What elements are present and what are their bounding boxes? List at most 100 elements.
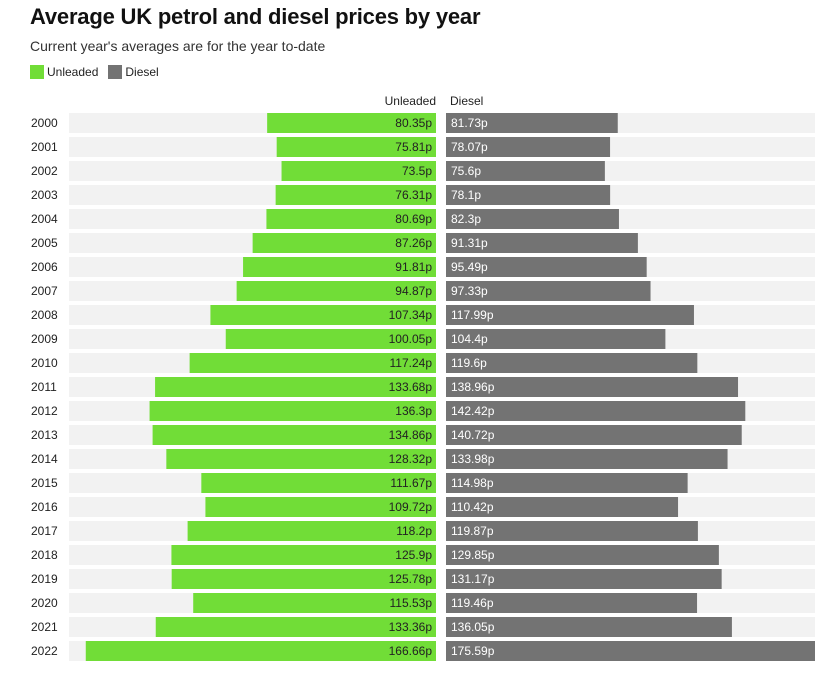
data-label-diesel: 104.4p	[451, 332, 488, 346]
year-label: 2008	[31, 308, 58, 322]
bar-diesel[interactable]	[446, 401, 746, 421]
year-label: 2011	[31, 380, 57, 394]
legend-item-diesel[interactable]: Diesel	[108, 65, 159, 79]
bar-diesel[interactable]	[446, 617, 732, 637]
year-label: 2017	[31, 524, 58, 538]
data-label-diesel: 136.05p	[451, 620, 495, 634]
year-label: 2022	[31, 644, 58, 658]
data-label-diesel: 175.59p	[451, 644, 495, 658]
bar-unleaded[interactable]	[205, 497, 436, 517]
data-label-unleaded: 134.86p	[389, 428, 433, 442]
bar-unleaded[interactable]	[266, 209, 436, 229]
bar-unleaded[interactable]	[225, 329, 436, 349]
bar-diesel[interactable]	[446, 497, 679, 517]
bar-diesel[interactable]	[446, 137, 611, 157]
bar-diesel[interactable]	[446, 209, 619, 229]
data-label-unleaded: 109.72p	[389, 500, 433, 514]
legend-item-unleaded[interactable]: Unleaded	[30, 65, 98, 79]
year-label: 2003	[31, 188, 58, 202]
bar-diesel[interactable]	[446, 545, 719, 565]
data-label-diesel: 131.17p	[451, 572, 495, 586]
bar-unleaded[interactable]	[171, 545, 437, 565]
data-label-unleaded: 76.31p	[395, 188, 432, 202]
year-label: 2007	[31, 284, 58, 298]
data-label-unleaded: 87.26p	[395, 236, 432, 250]
bar-diesel[interactable]	[446, 641, 815, 661]
bar-diesel[interactable]	[446, 185, 611, 205]
data-label-unleaded: 133.68p	[389, 380, 433, 394]
data-label-unleaded: 80.35p	[395, 116, 432, 130]
bar-diesel[interactable]	[446, 377, 739, 397]
bar-diesel[interactable]	[446, 305, 694, 325]
legend-label-diesel: Diesel	[125, 65, 159, 79]
data-label-diesel: 81.73p	[451, 116, 488, 130]
bar-unleaded[interactable]	[152, 425, 436, 445]
year-label: 2020	[31, 596, 58, 610]
bar-unleaded[interactable]	[149, 401, 437, 421]
bar-unleaded[interactable]	[210, 305, 436, 325]
bar-diesel[interactable]	[446, 449, 728, 469]
bar-unleaded[interactable]	[267, 113, 436, 133]
bar-unleaded[interactable]	[193, 593, 436, 613]
bar-diesel[interactable]	[446, 281, 651, 301]
bar-unleaded[interactable]	[187, 521, 436, 541]
year-label: 2013	[31, 428, 58, 442]
year-label: 2014	[31, 452, 58, 466]
year-label: 2004	[31, 212, 58, 226]
bar-unleaded[interactable]	[166, 449, 436, 469]
bar-unleaded[interactable]	[276, 137, 436, 157]
year-label: 2002	[31, 164, 58, 178]
data-label-diesel: 114.98p	[451, 476, 494, 490]
bar-diesel[interactable]	[446, 353, 698, 373]
data-label-diesel: 119.87p	[451, 524, 494, 538]
bar-diesel[interactable]	[446, 521, 698, 541]
bar-unleaded[interactable]	[236, 281, 436, 301]
data-label-unleaded: 107.34p	[389, 308, 433, 322]
column-header-unleaded: Unleaded	[385, 94, 436, 108]
bar-unleaded[interactable]	[171, 569, 436, 589]
bar-unleaded[interactable]	[243, 257, 436, 277]
data-label-unleaded: 117.24p	[390, 356, 433, 370]
bar-unleaded[interactable]	[155, 617, 436, 637]
data-label-unleaded: 133.36p	[389, 620, 433, 634]
data-label-unleaded: 118.2p	[396, 524, 432, 538]
year-label: 2000	[31, 116, 58, 130]
data-label-diesel: 119.46p	[451, 596, 494, 610]
year-label: 2005	[31, 236, 58, 250]
bar-unleaded[interactable]	[275, 185, 436, 205]
data-label-unleaded: 75.81p	[395, 140, 432, 154]
bar-unleaded[interactable]	[201, 473, 436, 493]
bar-diesel[interactable]	[446, 329, 666, 349]
year-label: 2021	[31, 620, 58, 634]
bar-diesel[interactable]	[446, 473, 688, 493]
data-label-diesel: 133.98p	[451, 452, 495, 466]
data-label-diesel: 119.6p	[451, 356, 487, 370]
bar-unleaded[interactable]	[281, 161, 436, 181]
year-label: 2012	[31, 404, 58, 418]
bar-diesel[interactable]	[446, 425, 742, 445]
bar-unleaded[interactable]	[155, 377, 436, 397]
bar-diesel[interactable]	[446, 233, 638, 253]
data-label-diesel: 129.85p	[451, 548, 495, 562]
bar-unleaded[interactable]	[85, 641, 437, 661]
year-label: 2006	[31, 260, 58, 274]
data-label-unleaded: 94.87p	[395, 284, 432, 298]
bar-unleaded[interactable]	[189, 353, 436, 373]
bar-diesel[interactable]	[446, 161, 605, 181]
year-label: 2019	[31, 572, 58, 586]
data-label-diesel: 75.6p	[451, 164, 481, 178]
year-label: 2009	[31, 332, 58, 346]
bar-diesel[interactable]	[446, 569, 722, 589]
data-label-unleaded: 128.32p	[389, 452, 433, 466]
data-label-unleaded: 115.53p	[390, 596, 433, 610]
year-label: 2001	[31, 140, 58, 154]
bar-diesel[interactable]	[446, 113, 618, 133]
chart-subtitle: Current year's averages are for the year…	[30, 38, 326, 54]
legend-label-unleaded: Unleaded	[47, 65, 99, 79]
bar-diesel[interactable]	[446, 593, 698, 613]
data-label-unleaded: 136.3p	[395, 404, 432, 418]
bar-diesel[interactable]	[446, 257, 647, 277]
bar-unleaded[interactable]	[252, 233, 436, 253]
data-label-unleaded: 80.69p	[395, 212, 432, 226]
